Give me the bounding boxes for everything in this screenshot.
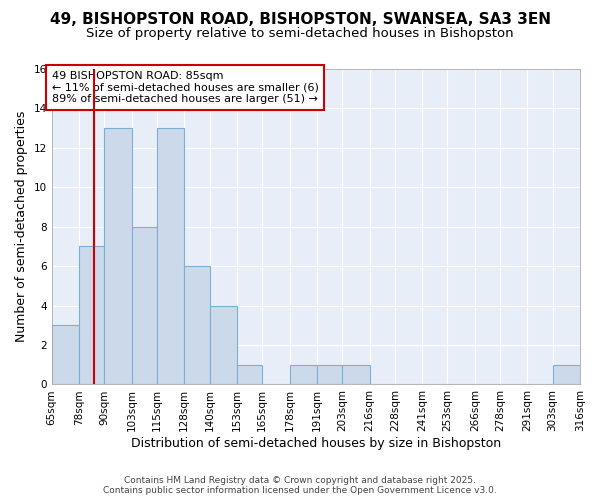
- Bar: [79, 246, 104, 384]
- Bar: [104, 128, 131, 384]
- Bar: [290, 364, 317, 384]
- Text: 49, BISHOPSTON ROAD, BISHOPSTON, SWANSEA, SA3 3EN: 49, BISHOPSTON ROAD, BISHOPSTON, SWANSEA…: [49, 12, 551, 28]
- Text: Contains HM Land Registry data © Crown copyright and database right 2025.
Contai: Contains HM Land Registry data © Crown c…: [103, 476, 497, 495]
- Bar: [553, 364, 580, 384]
- Y-axis label: Number of semi-detached properties: Number of semi-detached properties: [15, 111, 28, 342]
- Bar: [209, 306, 237, 384]
- Bar: [342, 364, 370, 384]
- Bar: [157, 128, 184, 384]
- Text: 49 BISHOPSTON ROAD: 85sqm
← 11% of semi-detached houses are smaller (6)
89% of s: 49 BISHOPSTON ROAD: 85sqm ← 11% of semi-…: [52, 71, 319, 104]
- Bar: [52, 326, 79, 384]
- X-axis label: Distribution of semi-detached houses by size in Bishopston: Distribution of semi-detached houses by …: [131, 437, 501, 450]
- Bar: [317, 364, 342, 384]
- Text: Size of property relative to semi-detached houses in Bishopston: Size of property relative to semi-detach…: [86, 28, 514, 40]
- Bar: [131, 226, 157, 384]
- Bar: [237, 364, 262, 384]
- Bar: [184, 266, 209, 384]
